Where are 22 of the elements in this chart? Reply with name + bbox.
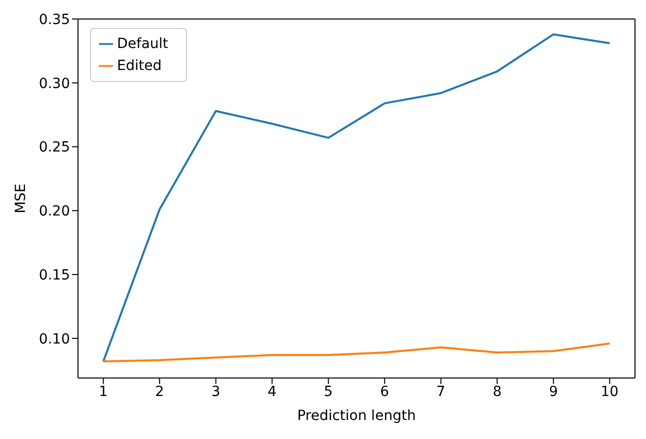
y-tick-label: 0.25 [38, 140, 70, 156]
x-tick-label: 5 [324, 384, 333, 400]
x-tick-label: 1 [98, 384, 108, 400]
line-series [102, 342, 611, 362]
x-tick-label: 3 [211, 384, 220, 400]
x-tick-label: 2 [155, 384, 164, 400]
y-tick-label: 0.10 [38, 331, 70, 348]
line-series [102, 33, 611, 362]
x-tick-label: 7 [436, 384, 446, 400]
y-tick-label: 0.30 [38, 76, 70, 92]
x-tick-label: 9 [548, 384, 558, 400]
x-tick-label: 8 [492, 384, 502, 400]
x-tick-label: 4 [268, 384, 277, 400]
y-axis-title: MSE [12, 184, 29, 214]
legend-label: Edited [117, 58, 162, 74]
x-tick-label: 6 [380, 384, 390, 400]
y-tick-label: 0.20 [38, 204, 70, 220]
x-tick-label: 10 [600, 384, 619, 400]
y-tick-label: 0.35 [38, 12, 70, 28]
y-tick-label: 0.15 [38, 267, 70, 284]
legend-label: Default [117, 36, 168, 52]
x-axis-title: Prediction length [297, 408, 416, 424]
